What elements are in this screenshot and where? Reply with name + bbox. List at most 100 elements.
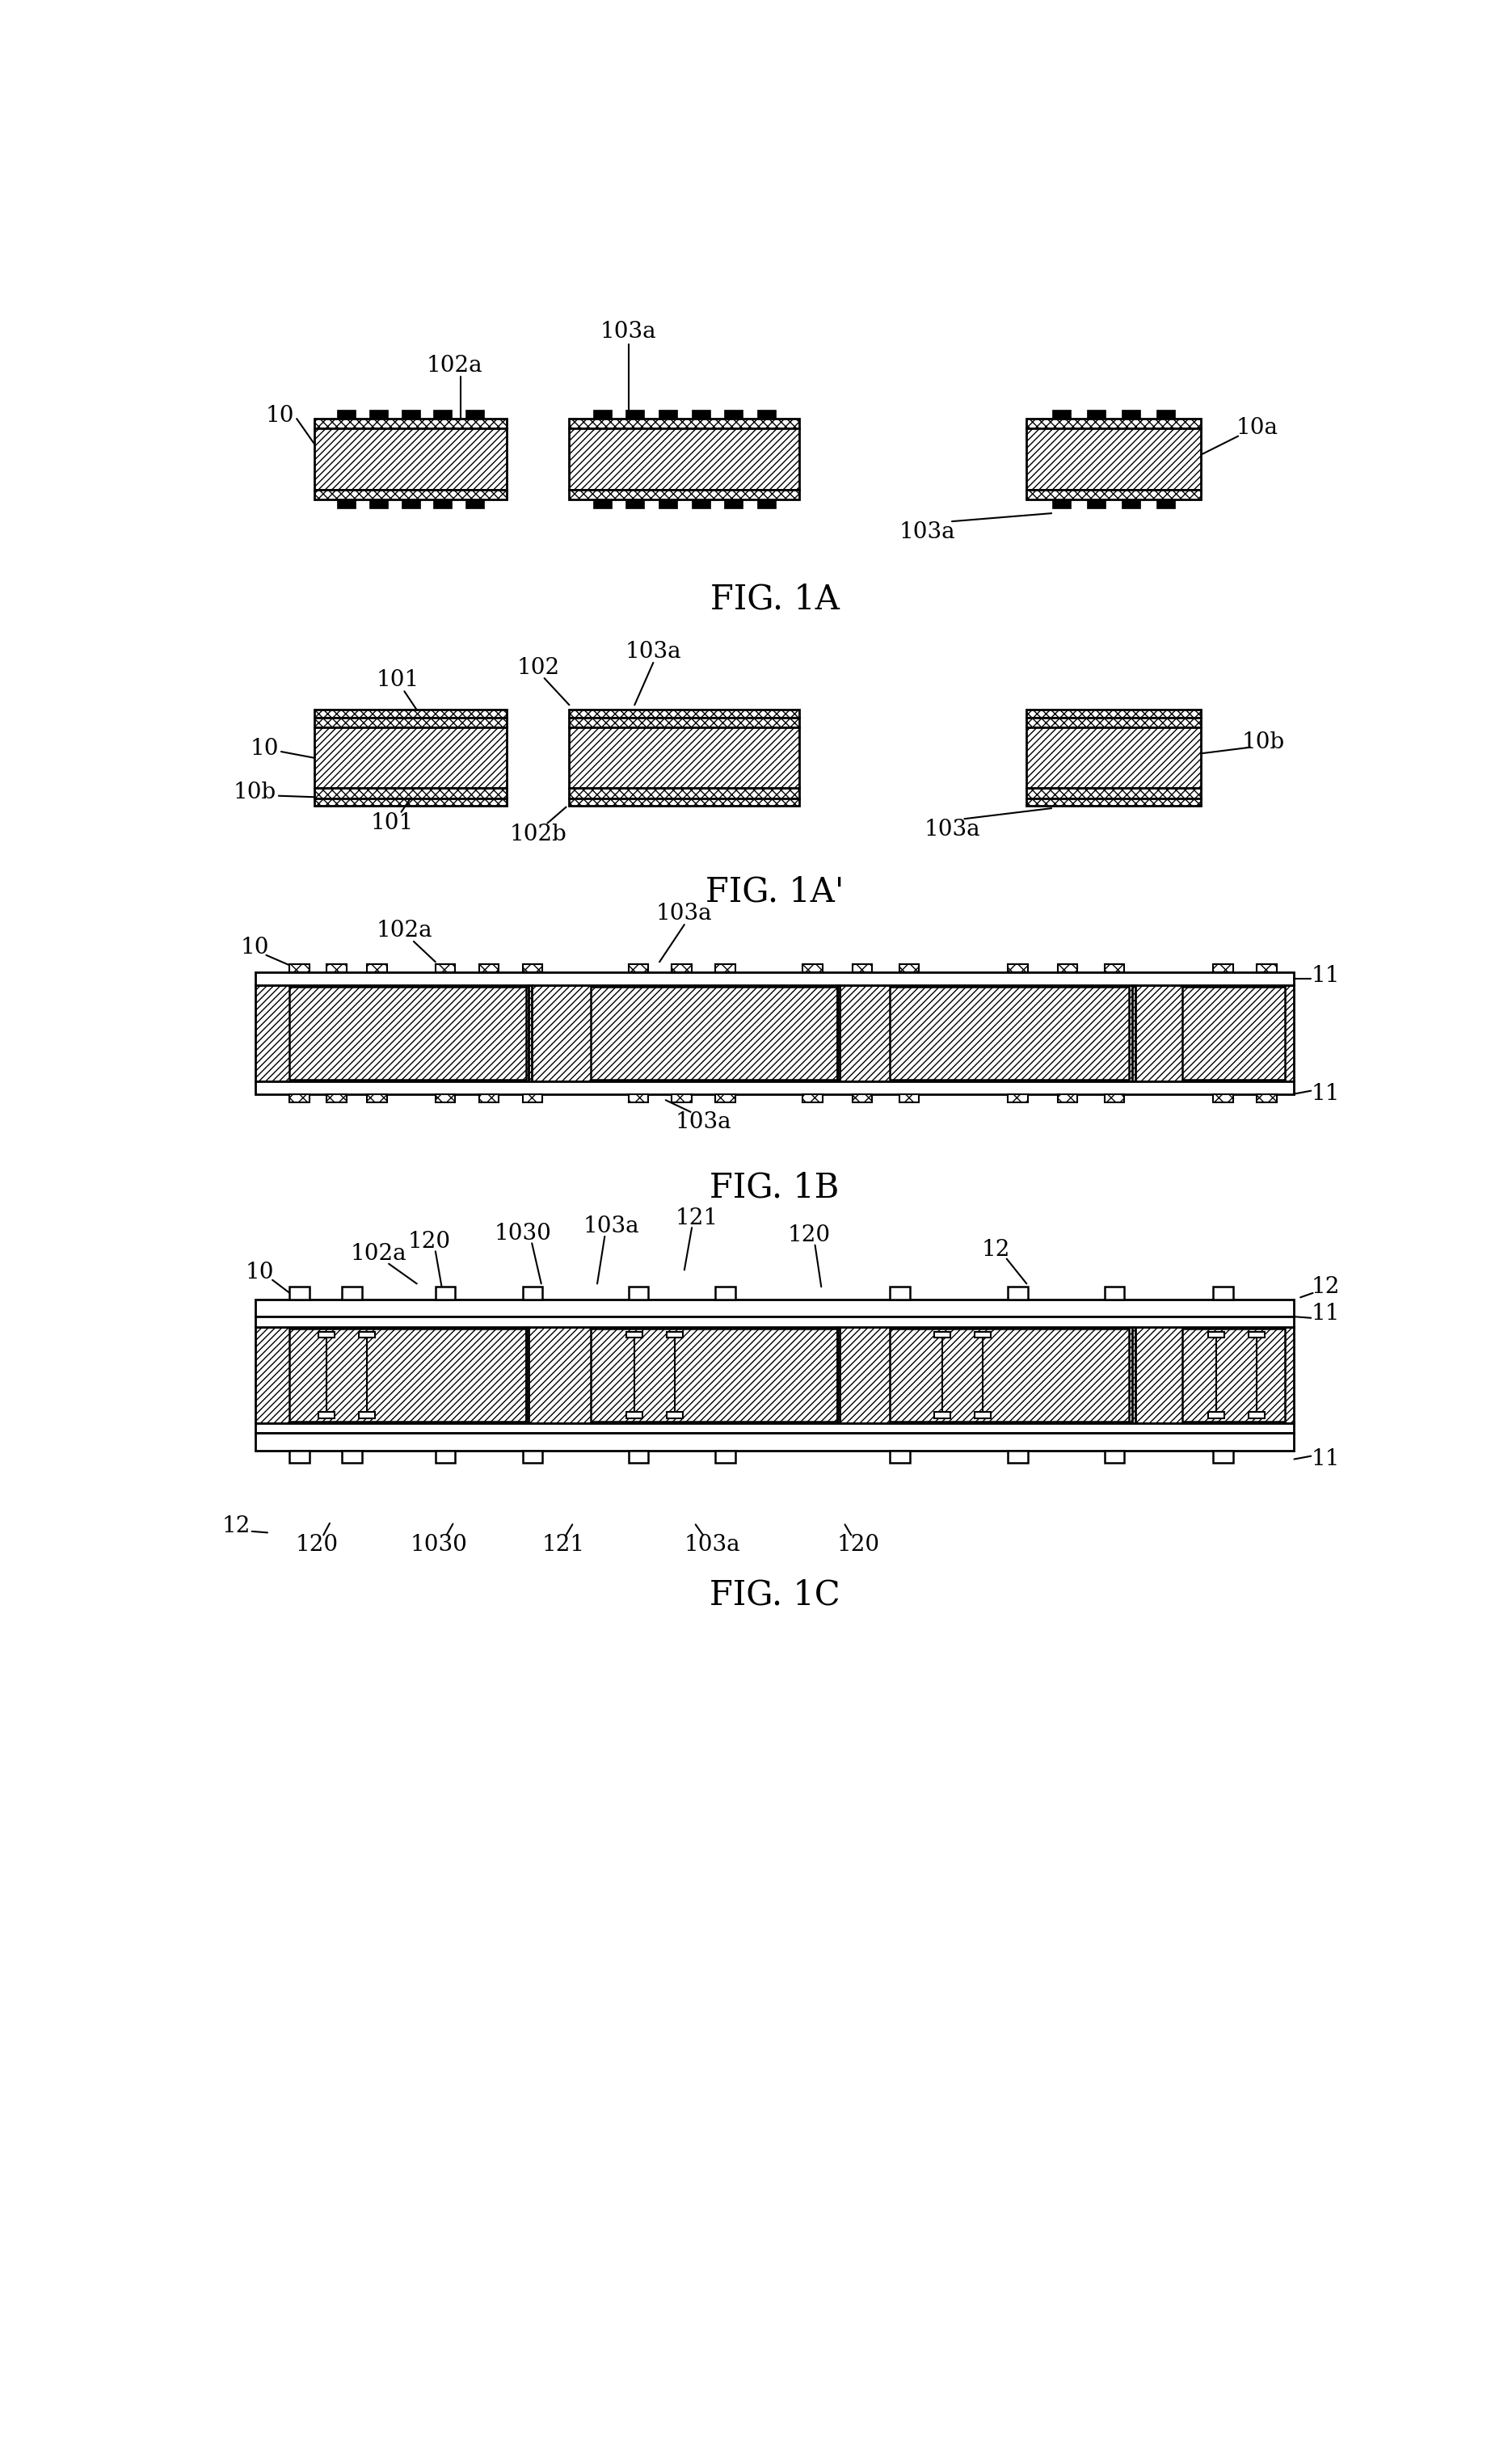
Bar [975, 1412, 992, 1417]
Bar [889, 1329, 1129, 1422]
Bar [1104, 1452, 1125, 1464]
Bar [367, 1094, 387, 1103]
Bar [1009, 964, 1028, 973]
Bar [1027, 419, 1201, 429]
Bar [466, 500, 484, 508]
Bar [715, 1452, 735, 1464]
Bar [691, 409, 711, 419]
Bar [659, 409, 677, 419]
Bar [358, 1331, 375, 1339]
Bar [523, 1287, 543, 1300]
Bar [401, 500, 420, 508]
Bar [523, 1452, 543, 1464]
Bar [314, 711, 507, 718]
Bar [1122, 500, 1140, 508]
Text: 101: 101 [370, 812, 413, 834]
Bar [314, 728, 507, 790]
Bar [435, 1094, 455, 1103]
Bar [1027, 490, 1201, 500]
Bar [289, 1329, 526, 1422]
Bar [1249, 1412, 1266, 1417]
Text: 120: 120 [838, 1535, 880, 1557]
Bar [1122, 409, 1140, 419]
Bar [1027, 718, 1201, 728]
Bar [1213, 1094, 1234, 1103]
Text: 121: 121 [676, 1206, 718, 1228]
Bar [626, 1412, 643, 1417]
Bar [1009, 1094, 1028, 1103]
Bar [289, 964, 308, 973]
Bar [314, 490, 507, 500]
Bar [337, 409, 355, 419]
Bar [1058, 964, 1078, 973]
Bar [523, 1094, 543, 1103]
Bar [629, 964, 649, 973]
Bar [593, 409, 611, 419]
Text: FIG. 1A': FIG. 1A' [705, 875, 844, 910]
Bar [1027, 728, 1201, 790]
Bar [314, 790, 507, 799]
Text: FIG. 1A: FIG. 1A [711, 581, 839, 615]
Text: FIG. 1B: FIG. 1B [709, 1170, 839, 1204]
Bar [289, 1094, 308, 1103]
Bar [1027, 711, 1201, 718]
Text: 10: 10 [266, 405, 295, 427]
Bar [758, 500, 776, 508]
Bar [853, 964, 872, 973]
Bar [314, 419, 507, 429]
Bar [327, 964, 346, 973]
Bar [1213, 1452, 1234, 1464]
Bar [889, 1452, 910, 1464]
Bar [314, 799, 507, 807]
Bar [1256, 1094, 1276, 1103]
Bar [1157, 500, 1175, 508]
Bar [256, 1081, 1294, 1094]
Bar [319, 1331, 334, 1339]
Text: 1030: 1030 [410, 1535, 467, 1557]
Text: 12: 12 [981, 1238, 1010, 1260]
Bar [1213, 964, 1234, 973]
Bar [934, 1412, 951, 1417]
Bar [629, 1094, 649, 1103]
Bar [327, 1094, 346, 1103]
Bar [434, 500, 452, 508]
Bar [671, 964, 692, 973]
Bar [256, 1327, 1294, 1422]
Bar [479, 1094, 499, 1103]
Bar [1027, 790, 1201, 799]
Text: 103a: 103a [900, 520, 956, 542]
Text: 1030: 1030 [494, 1224, 552, 1246]
Bar [1104, 964, 1125, 973]
Bar [569, 429, 800, 490]
Bar [1027, 429, 1201, 490]
Text: 11: 11 [1311, 1084, 1340, 1106]
Bar [626, 500, 644, 508]
Bar [724, 409, 742, 419]
Text: 10: 10 [240, 937, 269, 959]
Bar [1058, 1094, 1078, 1103]
Bar [466, 409, 484, 419]
Bar [671, 1094, 692, 1103]
Bar [629, 1452, 649, 1464]
Bar [289, 986, 526, 1079]
Bar [1052, 409, 1070, 419]
Text: 11: 11 [1311, 1302, 1340, 1324]
Text: FIG. 1C: FIG. 1C [709, 1579, 839, 1611]
Bar [1208, 1331, 1225, 1339]
Text: 102: 102 [517, 657, 559, 679]
Text: 103a: 103a [582, 1216, 640, 1238]
Bar [1087, 500, 1105, 508]
Bar [342, 1452, 361, 1464]
Text: 102a: 102a [426, 356, 482, 378]
Text: 103a: 103a [624, 640, 682, 662]
Bar [256, 1300, 1294, 1317]
Bar [1009, 1452, 1028, 1464]
Text: 10: 10 [249, 738, 278, 760]
Bar [479, 964, 499, 973]
Bar [934, 1331, 951, 1339]
Bar [1213, 1287, 1234, 1300]
Bar [1157, 409, 1175, 419]
Text: 12: 12 [222, 1515, 251, 1537]
Text: 10a: 10a [1235, 417, 1278, 439]
Bar [256, 1317, 1294, 1327]
